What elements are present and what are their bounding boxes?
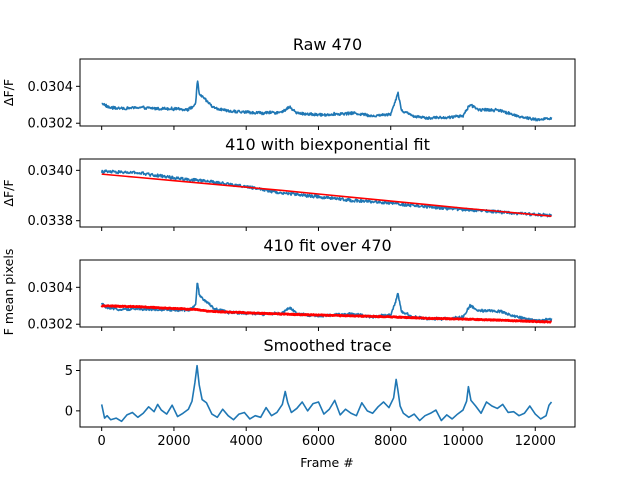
subplot-title: Raw 470	[293, 35, 362, 54]
plot-area	[100, 364, 553, 423]
y-axis-label: ΔF/F	[1, 79, 16, 106]
x-tick-label: 10000	[442, 434, 483, 449]
y-tick-label: 0.0302	[28, 318, 74, 333]
series-line-2	[101, 173, 552, 217]
axes-frame	[79, 259, 576, 328]
subplot-1: 0.0302 0.0304 Raw 470 ΔF/F	[1, 35, 576, 132]
axes-frame	[79, 58, 576, 127]
x-tick-label: 2000	[157, 434, 190, 449]
plot-area	[100, 282, 553, 324]
series-line-1	[100, 169, 553, 218]
y-tick-label: 0.0338	[28, 214, 74, 229]
series-line-1	[100, 364, 553, 423]
x-tick-label: 0	[98, 434, 106, 449]
y-tick-label: 0.0304	[28, 281, 74, 296]
x-tick-label: 12000	[515, 434, 556, 449]
y-tick-label: 5	[65, 364, 73, 379]
subplot-4: 0 2000 4000 6000 8000 10000 12000 0 5 Smoothed tr…	[65, 336, 576, 449]
y-axis-label: ΔF/F	[1, 179, 16, 206]
subplots: 0.0302 0.0304 Raw 470 ΔF/F 0.0338 0.0340 410 w…	[1, 35, 576, 449]
x-tick-label: 4000	[230, 434, 263, 449]
y-tick-label: 0.0304	[28, 80, 74, 95]
x-tick-label: 8000	[374, 434, 407, 449]
plot-area	[101, 80, 553, 122]
subplot-title: Smoothed trace	[263, 336, 391, 355]
axes-frame	[79, 359, 576, 428]
subplot-3: 0.0302 0.0304 410 fit over 470	[28, 236, 576, 333]
x-axis-label: Frame #	[300, 455, 353, 470]
y-tick-label: 0	[65, 404, 73, 419]
series-line-2	[100, 304, 553, 324]
series-line-1	[101, 80, 553, 122]
y-tick-label: 0.0340	[28, 164, 74, 179]
x-tick-label: 6000	[302, 434, 335, 449]
subplot-title: 410 with biexponential fit	[225, 135, 430, 154]
plot-area	[100, 169, 553, 218]
subplot-title: 410 fit over 470	[263, 236, 391, 255]
subplot-2: 0.0338 0.0340 410 with biexponential fit ΔF…	[1, 135, 576, 231]
y-axis-label-shared: F mean pixels	[1, 249, 16, 336]
y-tick-label: 0.0302	[28, 117, 74, 132]
axes-frame	[79, 158, 576, 228]
